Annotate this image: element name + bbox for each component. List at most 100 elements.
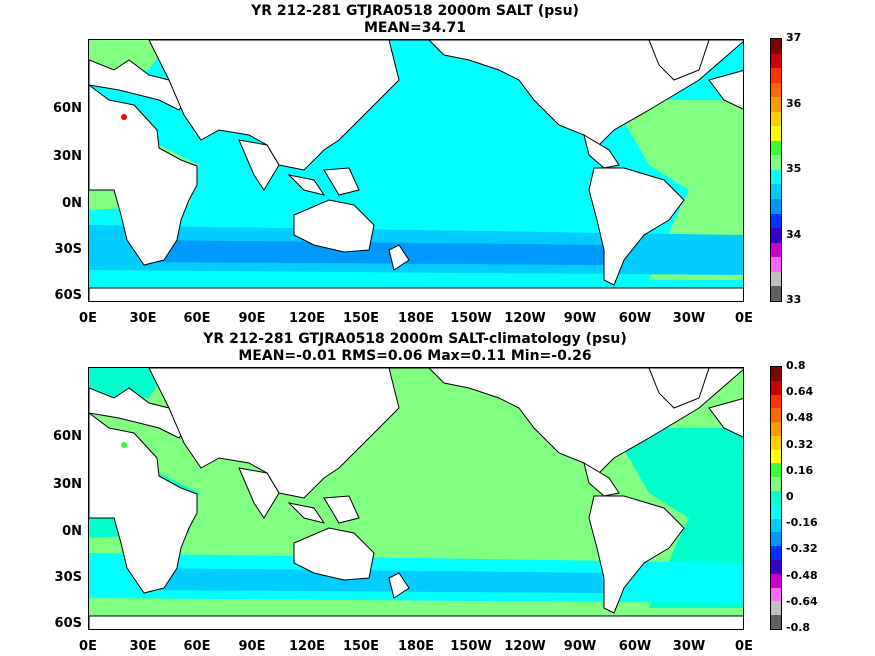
landmass — [148, 368, 743, 499]
colorbar-segment — [771, 367, 781, 381]
lon-label: 180E — [397, 311, 435, 326]
landmass — [388, 244, 410, 271]
colorbar-segment — [771, 242, 781, 258]
colorbar-segment — [771, 169, 781, 185]
panel2-colorbar — [770, 366, 782, 630]
lon-label: 120E — [288, 311, 326, 326]
colorbar-label: -0.8 — [786, 621, 811, 634]
circumpolar-band — [149, 568, 609, 593]
colorbar-segment — [771, 228, 781, 243]
ocean-field — [89, 368, 743, 629]
lon-label: 30E — [129, 639, 157, 654]
colorbar-segment — [771, 504, 781, 519]
colorbar-label: 0.8 — [786, 359, 806, 372]
landmass — [89, 287, 743, 301]
colorbar-segment — [771, 97, 781, 112]
lon-label: 150E — [342, 311, 380, 326]
landmass — [388, 572, 410, 599]
colorbar-segment — [771, 615, 781, 629]
colorbar-segment — [771, 587, 781, 602]
landmass — [89, 84, 198, 266]
colorbar-segment — [771, 422, 781, 436]
colorbar-label: 35 — [786, 162, 802, 175]
lon-label: 30W — [672, 639, 706, 654]
lon-label: 60E — [183, 639, 211, 654]
colorbar-segment — [771, 477, 781, 492]
landmass — [293, 199, 375, 253]
colorbar-label: 0.16 — [786, 463, 814, 477]
colorbar-segment — [771, 546, 781, 560]
lon-label: 30E — [129, 311, 157, 326]
landmass — [648, 368, 710, 409]
colorbar-segment — [771, 518, 781, 533]
lon-label: 150W — [450, 311, 492, 326]
panel2-map — [88, 367, 744, 630]
lat-label: 30N — [53, 149, 82, 164]
landmass — [238, 139, 280, 191]
panel1-colorbar — [770, 38, 782, 302]
lat-label: 0N — [62, 524, 82, 539]
lon-label: 120E — [288, 639, 326, 654]
landmass — [588, 495, 685, 614]
ocean-field — [89, 40, 743, 301]
panel2-subtitle: MEAN=-0.01 RMS=0.06 Max=0.11 Min=-0.26 — [238, 348, 592, 364]
landmass — [287, 502, 326, 524]
landmass — [583, 133, 620, 169]
arctic-field — [89, 40, 169, 75]
lon-label: 150E — [342, 639, 380, 654]
panel2-title: YR 212-281 GTJRA0518 2000m SALT-climatol… — [203, 331, 627, 347]
panel1-subtitle: MEAN=34.71 — [363, 20, 467, 36]
lon-label: 90E — [238, 311, 266, 326]
lon-label: 90W — [563, 311, 597, 326]
lon-label: 90E — [238, 639, 266, 654]
colorbar-label: 0 — [786, 490, 794, 503]
lon-label: 60E — [183, 311, 211, 326]
lat-label: 0N — [62, 196, 82, 211]
colorbar-segment — [771, 184, 781, 200]
lon-label: 120W — [504, 639, 546, 654]
colorbar-segment — [771, 39, 781, 54]
lon-label: 60W — [618, 311, 652, 326]
lon-label: 0E — [735, 311, 753, 326]
colorbar-segment — [771, 394, 781, 409]
colorbar-segment — [771, 68, 781, 83]
landmass — [293, 527, 375, 581]
lat-label: 60N — [53, 101, 82, 116]
landmass — [323, 167, 360, 196]
colorbar-segment — [771, 286, 781, 301]
lon-label: 0E — [79, 639, 97, 654]
colorbar-segment — [771, 449, 781, 464]
colorbar-segment — [771, 213, 781, 229]
colorbar-label: 33 — [786, 293, 802, 306]
colorbar-label: 36 — [786, 96, 802, 110]
landmass — [648, 40, 710, 81]
colorbar-label: -0.16 — [786, 516, 818, 530]
landmass — [708, 70, 743, 110]
colorbar-label: 37 — [786, 31, 802, 44]
lon-label: 60W — [618, 639, 652, 654]
colorbar-segment — [771, 111, 781, 127]
lon-label: 120W — [504, 311, 546, 326]
colorbar-segment — [771, 155, 781, 170]
arctic-field — [89, 368, 169, 403]
lon-label: 30W — [672, 311, 706, 326]
lat-label: 30N — [53, 477, 82, 492]
lon-label: 0E — [79, 311, 97, 326]
landmass — [588, 167, 685, 286]
lat-label: 60S — [54, 616, 82, 631]
panel1-map — [88, 39, 744, 302]
colorbar-segment — [771, 408, 781, 423]
colorbar-segment — [771, 601, 781, 616]
colorbar-label: 0.48 — [786, 411, 814, 425]
landmass — [89, 615, 743, 629]
colorbar-segment — [771, 126, 781, 141]
lat-label: 30S — [54, 570, 82, 585]
colorbar-segment — [771, 491, 781, 505]
colorbar-segment — [771, 573, 781, 588]
circumpolar-band — [149, 240, 609, 265]
colorbar-segment — [771, 380, 781, 395]
colorbar-segment — [771, 53, 781, 69]
lon-label: 90W — [563, 639, 597, 654]
lon-label: 150W — [450, 639, 492, 654]
landmass — [323, 495, 360, 524]
